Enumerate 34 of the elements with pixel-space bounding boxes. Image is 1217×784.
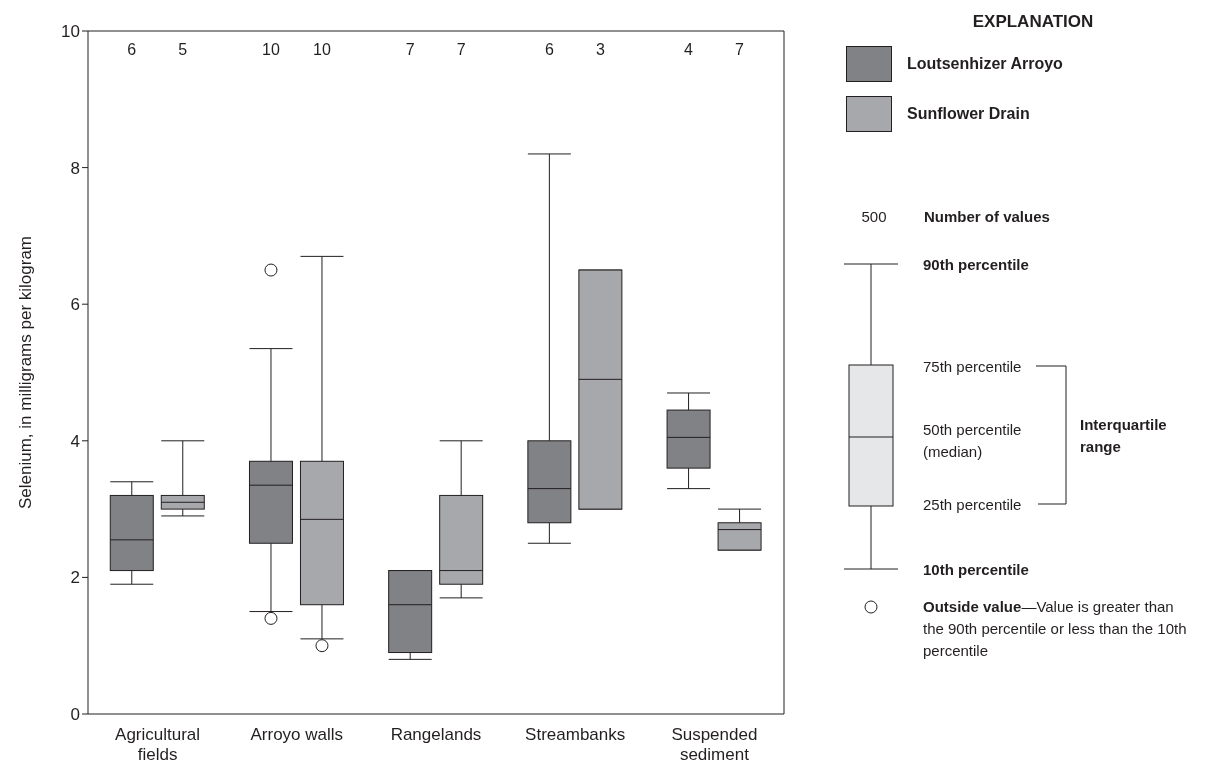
text: 7 [456, 40, 466, 58]
y-tick-label: 0 [70, 705, 80, 725]
legend-label: Loutsenhizer Arroyo [907, 55, 1063, 73]
text: 7 [735, 40, 745, 58]
text: 10th percentile [923, 561, 1029, 578]
text: 500 [861, 208, 887, 225]
text: 7 [405, 40, 415, 58]
x-tick-label: Rangelands [390, 725, 482, 744]
text: 75th percentile [923, 358, 1022, 375]
y-tick-label: 10 [61, 22, 80, 42]
legend-title: EXPLANATION [971, 12, 1095, 32]
text: 50th percentile (median) [923, 421, 1022, 460]
x-tick-label: Arroyo walls [250, 725, 344, 744]
x-tick-label: Streambanks [525, 725, 626, 744]
y-tick-label: 8 [70, 158, 80, 178]
text: 6 [127, 40, 137, 58]
y-tick-label: 2 [70, 568, 80, 588]
text: 3 [595, 40, 605, 58]
text: Interquartile range [1080, 416, 1167, 455]
text: 5 [178, 40, 188, 58]
x-tick-label: Suspended sediment [671, 725, 758, 764]
text: 90th percentile [923, 256, 1029, 273]
text: 25th percentile [923, 496, 1022, 513]
text: 10 [262, 40, 280, 58]
legend-label: Sunflower Drain [907, 105, 1030, 123]
text: 6 [544, 40, 554, 58]
y-axis-title: Selenium, in milligrams per kilogram [16, 235, 36, 510]
text: 10 [313, 40, 331, 58]
y-tick-label: 6 [70, 295, 80, 315]
x-tick-label: Agricultural fields [115, 725, 201, 764]
text: 4 [684, 40, 694, 58]
text: Outside value [923, 598, 1022, 615]
text: Number of values [924, 208, 1050, 225]
y-tick-label: 4 [70, 431, 80, 451]
